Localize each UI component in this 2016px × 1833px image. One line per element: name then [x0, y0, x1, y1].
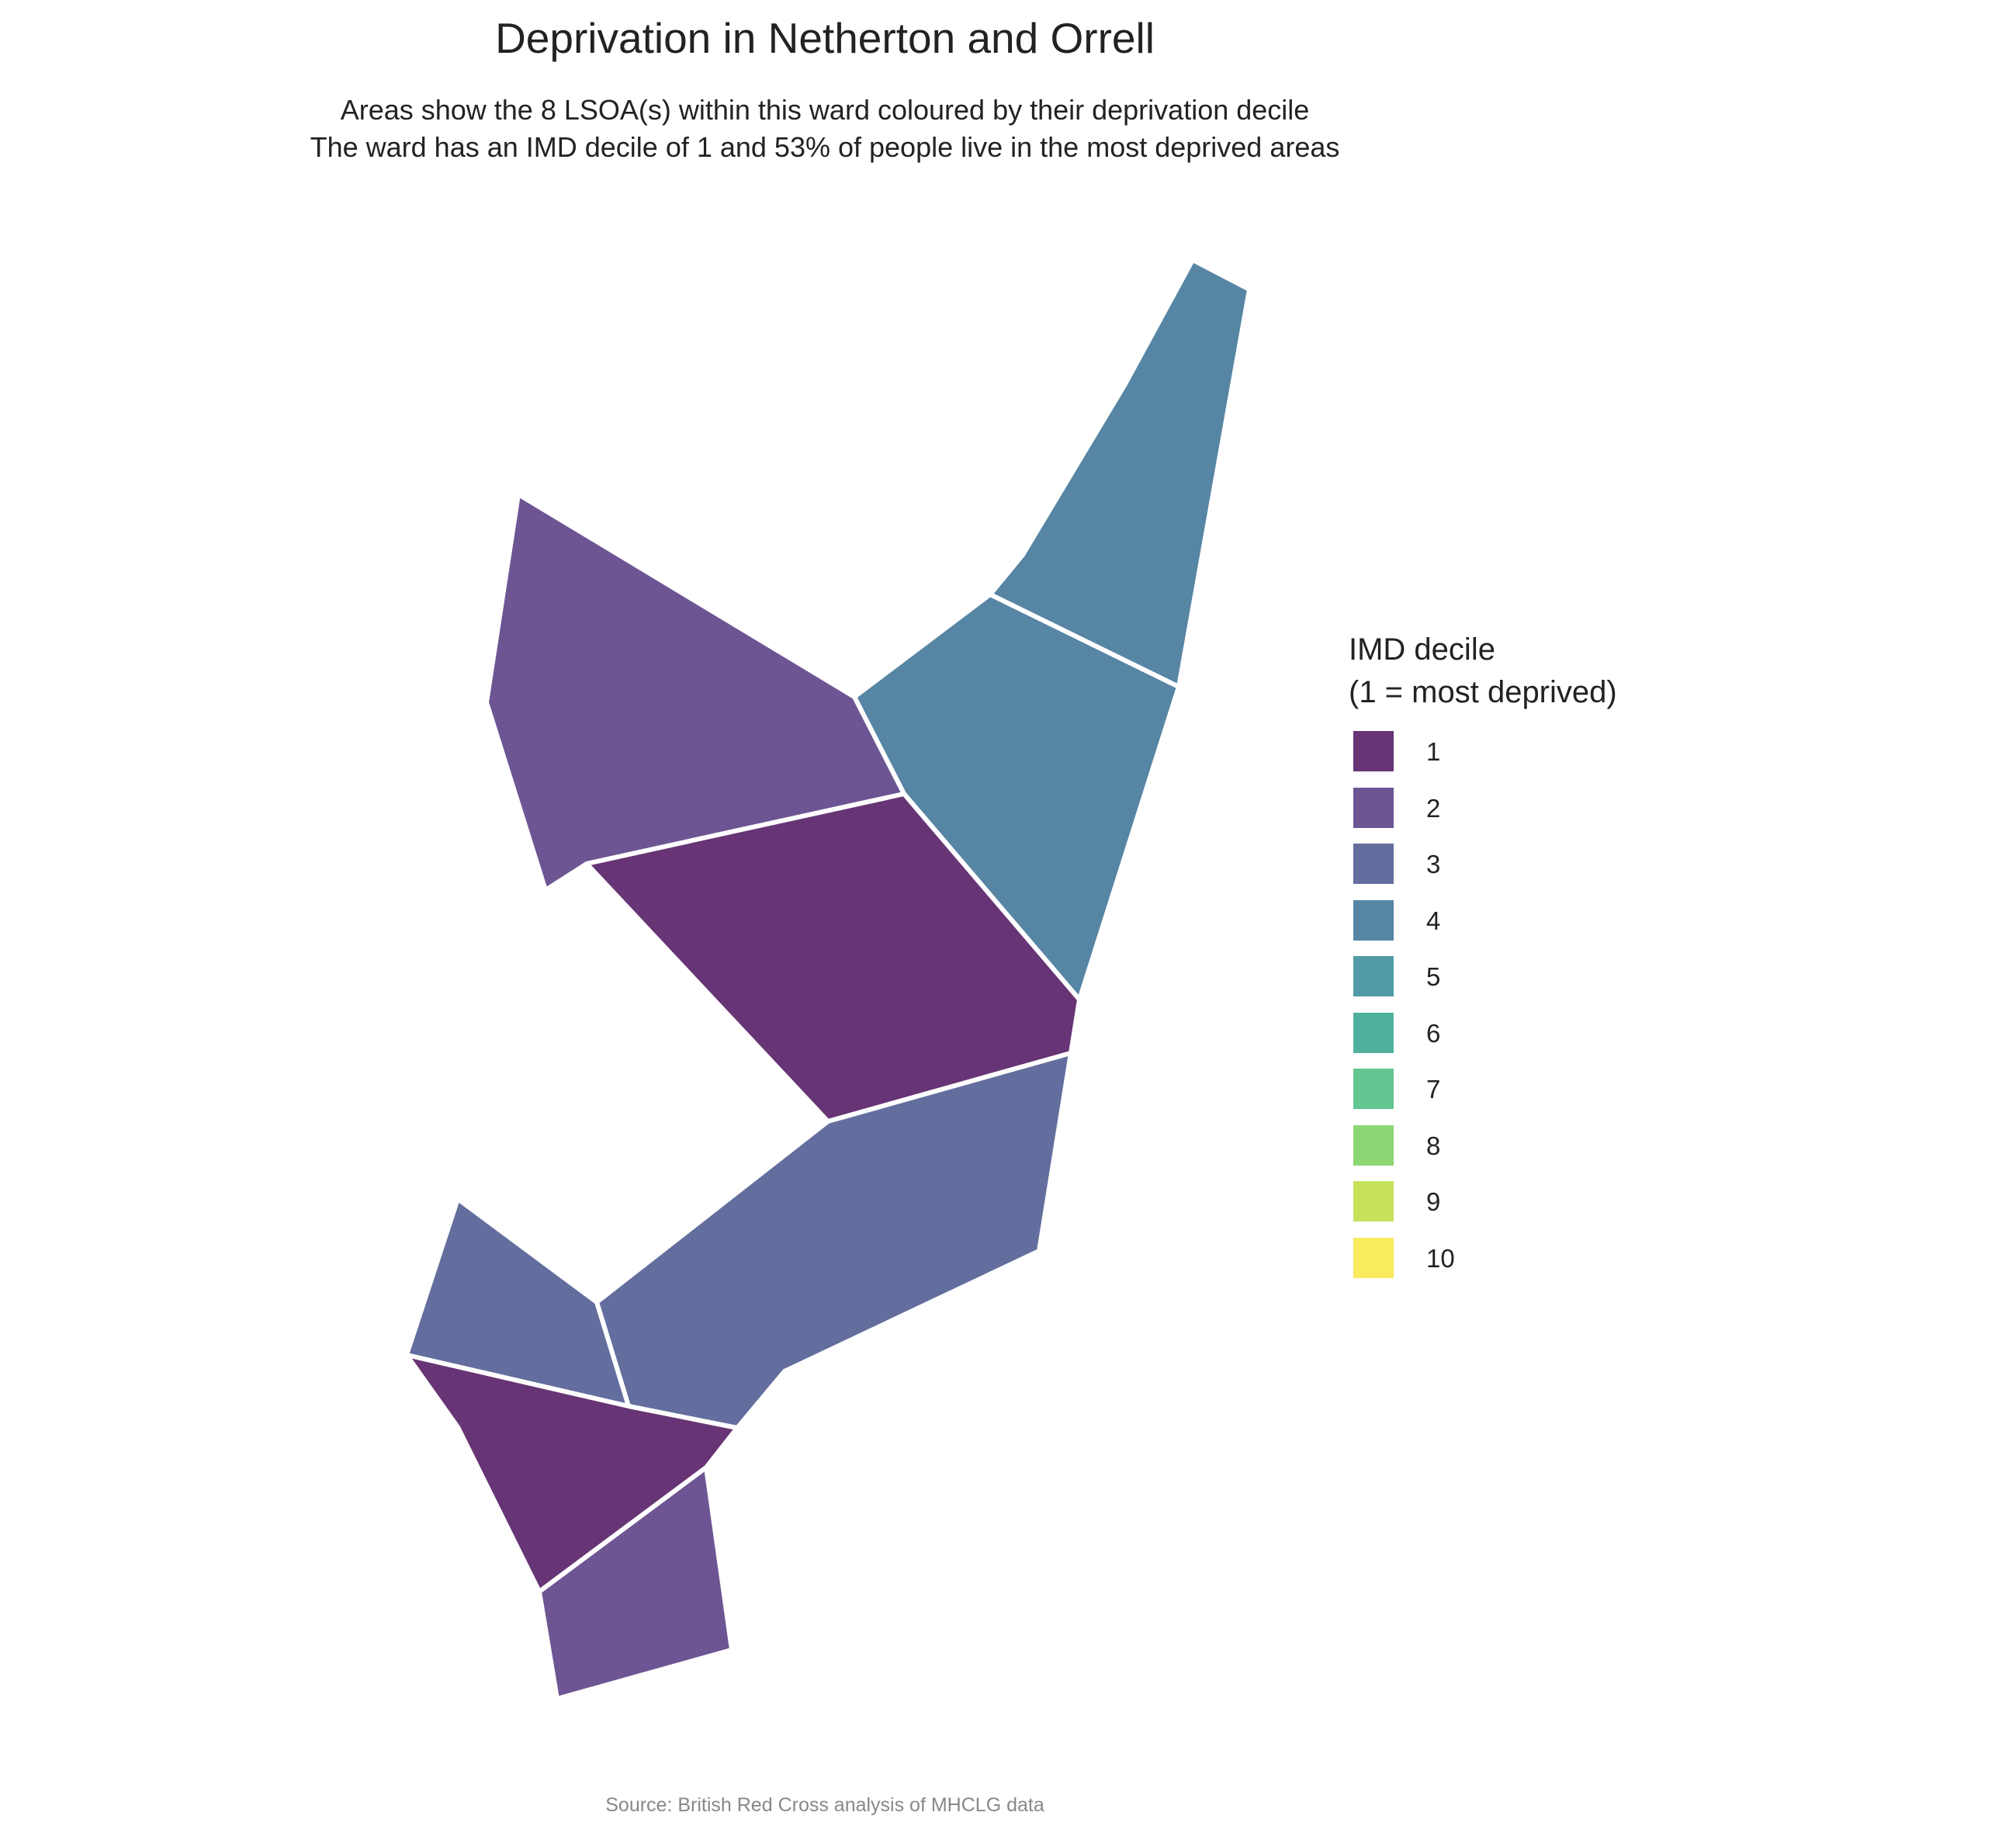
legend-item: 2 — [1349, 787, 1752, 844]
legend-item: 9 — [1349, 1181, 1752, 1238]
map-subtitle: Areas show the 8 LSOA(s) within this war… — [0, 92, 1650, 166]
legend-title-line-2: (1 = most deprived) — [1349, 675, 1617, 709]
legend-label: 9 — [1426, 1187, 1441, 1216]
legend-label: 5 — [1426, 962, 1441, 991]
legend-title: IMD decile (1 = most deprived) — [1349, 629, 1752, 714]
legend-title-line-1: IMD decile — [1349, 632, 1495, 667]
legend-label: 6 — [1426, 1018, 1441, 1048]
legend-item: 4 — [1349, 899, 1752, 957]
legend-item: 3 — [1349, 844, 1752, 900]
legend-item: 10 — [1349, 1237, 1752, 1294]
legend-swatch — [1353, 1069, 1394, 1109]
source-caption: Source: British Red Cross analysis of MH… — [605, 1794, 1044, 1816]
legend: IMD decile (1 = most deprived) 1 2 3 4 5 6 7 8 9… — [1349, 629, 1752, 1294]
legend-swatch — [1353, 844, 1394, 884]
legend-label: 8 — [1426, 1131, 1441, 1160]
legend-label: 7 — [1426, 1075, 1441, 1104]
lsoa-far-south — [537, 1465, 734, 1701]
legend-label: 2 — [1426, 793, 1441, 823]
lsoa-central — [584, 792, 1082, 1124]
lsoa-areas — [404, 258, 1252, 1701]
legend-swatch — [1353, 1012, 1394, 1053]
legend-label: 4 — [1426, 906, 1441, 935]
legend-swatch — [1353, 1237, 1394, 1278]
legend-item: 7 — [1349, 1069, 1752, 1125]
legend-label: 10 — [1426, 1243, 1455, 1273]
legend-swatch — [1353, 731, 1394, 771]
legend-items: 1 2 3 4 5 6 7 8 9 10 — [1349, 731, 1752, 1294]
legend-swatch — [1353, 787, 1394, 828]
legend-item: 1 — [1349, 731, 1752, 788]
legend-label: 1 — [1426, 737, 1441, 766]
legend-swatch — [1353, 956, 1394, 996]
subtitle-line-1: Areas show the 8 LSOA(s) within this war… — [340, 94, 1310, 126]
legend-swatch — [1353, 1181, 1394, 1221]
map-title: Deprivation in Netherton and Orrell — [495, 14, 1155, 62]
legend-item: 8 — [1349, 1124, 1752, 1182]
legend-label: 3 — [1426, 850, 1441, 878]
subtitle-line-2: The ward has an IMD decile of 1 and 53% … — [310, 131, 1340, 163]
legend-item: 5 — [1349, 956, 1752, 1013]
legend-item: 6 — [1349, 1012, 1752, 1069]
legend-swatch — [1353, 1124, 1394, 1166]
legend-swatch — [1353, 899, 1394, 941]
